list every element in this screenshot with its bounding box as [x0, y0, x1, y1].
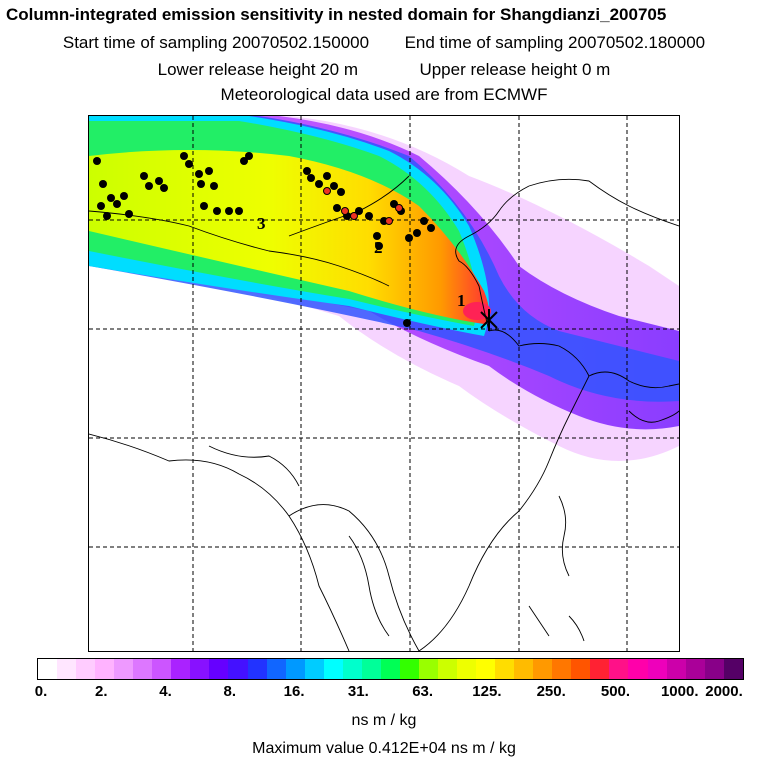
color-scale-tick-label: 250. — [536, 683, 566, 700]
color-scale-segment — [304, 659, 324, 679]
color-scale-segment — [57, 659, 77, 679]
color-scale-segment — [285, 659, 305, 679]
fire-points — [93, 152, 435, 327]
end-time: End time of sampling 20070502.180000 — [404, 33, 706, 52]
map-label-1: 1 — [457, 291, 466, 310]
color-scale-segment — [495, 659, 515, 679]
color-scale-tick-label: 2000. — [705, 683, 743, 700]
color-scale-tick-label: 125. — [472, 683, 502, 700]
color-scale-segment — [380, 659, 400, 679]
color-scale-tick-label: 8. — [223, 683, 237, 700]
color-scale-tick-label: 2. — [95, 683, 108, 700]
color-scale-segment — [228, 659, 248, 679]
color-scale-segment — [95, 659, 115, 679]
color-scale-segment — [152, 659, 172, 679]
color-scale-segment — [590, 659, 610, 679]
color-scale-segment — [38, 659, 58, 679]
coastlines — [89, 175, 679, 651]
color-scale-segment — [171, 659, 191, 679]
emission-sensitivity-map: 1 2 3 — [88, 115, 680, 652]
color-scale-segment — [723, 659, 743, 679]
color-scale-segment — [247, 659, 267, 679]
color-scale-segment — [361, 659, 381, 679]
color-scale-segment — [114, 659, 134, 679]
map-canvas: 1 2 3 — [89, 116, 679, 651]
color-scale-segment — [266, 659, 286, 679]
color-scale-segment — [609, 659, 629, 679]
color-scale-segment — [647, 659, 667, 679]
color-scale-segment — [190, 659, 210, 679]
release-heights: Lower release height 20 m Upper release … — [0, 60, 768, 80]
color-scale-segment — [704, 659, 724, 679]
color-scale-segment — [457, 659, 477, 679]
plot-title: Column-integrated emission sensitivity i… — [6, 5, 667, 24]
color-scale-segment — [628, 659, 648, 679]
color-scale-tick-label: 1000. — [660, 683, 699, 700]
color-scale-segment — [533, 659, 553, 679]
maximum-value: Maximum value 0.412E+04 ns m / kg — [252, 740, 516, 757]
color-scale-segment — [342, 659, 362, 679]
color-scale-unit: ns m / kg — [351, 712, 417, 729]
color-scale-segment — [552, 659, 572, 679]
color-scale-tick-label: 0. — [34, 683, 48, 700]
color-scale-segment — [514, 659, 534, 679]
color-scale-segment — [685, 659, 705, 679]
color-scale-segment — [209, 659, 229, 679]
receptor-star-icon — [480, 309, 498, 331]
color-scale-segment — [666, 659, 686, 679]
color-scale-tick-label: 31. — [347, 683, 369, 700]
met-data-note: Meteorological data used are from ECMWF — [220, 85, 548, 104]
map-label-2: 2 — [374, 238, 383, 257]
start-time: Start time of sampling 20070502.150000 — [62, 33, 370, 52]
color-scale-segment — [418, 659, 438, 679]
color-scale-tick-label: 63. — [412, 683, 434, 700]
color-scale-tick-label: 16. — [283, 683, 305, 700]
sampling-times: Start time of sampling 20070502.150000 E… — [0, 33, 768, 53]
lower-release-height: Lower release height 20 m — [157, 60, 358, 79]
color-scale-segment — [76, 659, 96, 679]
color-scale-tick-label: 4. — [159, 683, 172, 700]
color-scale-bar — [37, 658, 744, 680]
color-scale-segment — [476, 659, 496, 679]
map-label-3: 3 — [257, 214, 266, 233]
color-scale-segment — [437, 659, 458, 679]
fire-points-highlight — [323, 187, 403, 225]
color-scale-segment — [133, 659, 153, 679]
color-scale-tick-label: 500. — [600, 683, 631, 700]
color-scale-segment — [323, 659, 343, 679]
color-scale-segment — [399, 659, 419, 679]
upper-release-height: Upper release height 0 m — [419, 60, 611, 79]
color-scale-segment — [571, 659, 591, 679]
